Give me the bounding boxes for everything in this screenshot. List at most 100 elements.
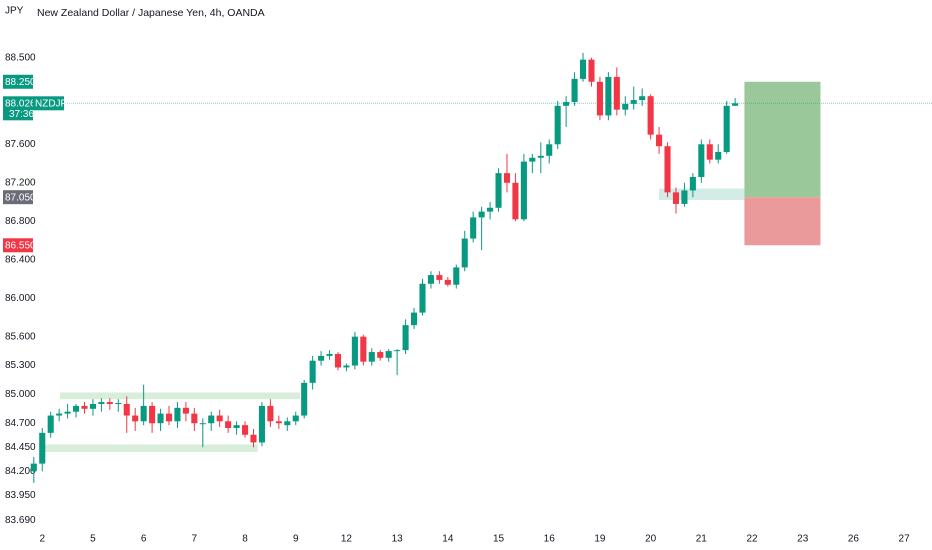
- candle-body: [520, 161, 527, 220]
- candle-body: [98, 402, 105, 404]
- target-zone: [744, 81, 821, 198]
- candle-body: [81, 405, 88, 409]
- candle-body: [123, 403, 130, 416]
- candle-body: [419, 283, 426, 313]
- candle-body: [427, 275, 434, 284]
- candle-body: [208, 415, 215, 424]
- candle-body: [622, 103, 629, 110]
- x-tick-label: 21: [696, 534, 708, 545]
- x-tick-label: 14: [442, 534, 454, 545]
- candle-body: [39, 432, 46, 464]
- candle-body: [106, 402, 113, 404]
- candle-body: [233, 425, 240, 429]
- candle-body: [89, 403, 96, 409]
- countdown: 37:36: [9, 109, 34, 120]
- candle-body: [732, 103, 739, 106]
- candle-body: [706, 144, 713, 160]
- currency: JPY: [5, 6, 24, 17]
- candle-body: [681, 190, 688, 204]
- x-tick-label: 19: [594, 534, 606, 545]
- candle-body: [410, 312, 418, 326]
- candle-body: [512, 182, 519, 220]
- candle-body: [301, 382, 308, 416]
- y-tick-label: 83.950: [5, 490, 36, 501]
- y-tick-label: 88.500: [5, 52, 36, 63]
- candle-body: [56, 413, 63, 416]
- candle-body: [267, 405, 274, 422]
- candle-body: [191, 413, 198, 424]
- candle-body: [596, 81, 603, 116]
- candle-body: [225, 421, 232, 429]
- y-tick-label: 86.000: [5, 293, 36, 304]
- candle-body: [723, 105, 730, 152]
- candle-body: [563, 101, 570, 106]
- x-tick-label: 27: [899, 534, 911, 545]
- candle-body: [546, 144, 553, 156]
- x-tick-label: 5: [90, 534, 96, 545]
- candle-body: [284, 421, 291, 426]
- candle-body: [470, 217, 477, 239]
- candle-body: [503, 173, 511, 183]
- candle-body: [453, 267, 460, 285]
- y-tick-label: 84.450: [5, 442, 36, 453]
- zone: [659, 188, 745, 201]
- x-tick-label: 6: [141, 534, 147, 545]
- candle-body: [487, 207, 494, 212]
- candle-body: [385, 351, 392, 358]
- candle-body: [115, 403, 122, 405]
- candle-body: [157, 413, 164, 424]
- candle-body: [250, 434, 257, 443]
- current-price: 88.026: [5, 98, 36, 109]
- candle-body: [64, 411, 71, 414]
- candle-body: [537, 155, 544, 158]
- y-tick-label: 83.690: [5, 515, 36, 526]
- candle-body: [478, 211, 485, 218]
- candle-body: [343, 365, 350, 368]
- candle-body: [30, 463, 37, 472]
- candle-body: [216, 415, 223, 422]
- y-tick-label: 85.600: [5, 331, 36, 342]
- candle-body: [664, 146, 671, 193]
- candle-body: [579, 59, 587, 79]
- candle-body: [275, 421, 282, 424]
- candle-body: [318, 355, 325, 361]
- candle-body: [436, 275, 443, 280]
- y-tick-label: 86.800: [5, 216, 36, 227]
- candle-body: [715, 151, 722, 160]
- y-tick-label: 84.700: [5, 418, 36, 429]
- y-tick-label: 85.300: [5, 360, 36, 371]
- x-tick-label: 13: [392, 534, 404, 545]
- symbol: NZDJPY: [35, 98, 74, 109]
- candle-body: [351, 336, 358, 366]
- x-tick-label: 15: [493, 534, 505, 545]
- candle-body: [174, 407, 181, 422]
- candle-body: [47, 415, 54, 433]
- candle-body: [149, 405, 156, 424]
- candle-body: [672, 192, 680, 204]
- price-label-box: [3, 238, 33, 253]
- y-tick-label: 87.600: [5, 139, 36, 150]
- x-tick-label: 26: [848, 534, 860, 545]
- candle-body: [394, 350, 401, 352]
- x-tick-label: 22: [746, 534, 758, 545]
- x-tick-label: 8: [242, 534, 248, 545]
- candle-body: [360, 336, 367, 362]
- candle-body: [258, 405, 265, 443]
- candle-body: [461, 238, 468, 268]
- candle-body: [656, 134, 663, 147]
- candle-body: [647, 96, 654, 135]
- candle-body: [698, 144, 705, 177]
- candle-body: [292, 415, 299, 422]
- stop-zone: [744, 197, 821, 246]
- candle-body: [613, 76, 620, 110]
- x-tick-label: 20: [645, 534, 657, 545]
- candle-body: [588, 59, 595, 82]
- y-tick-label: 86.400: [5, 254, 36, 265]
- candle-body: [165, 413, 173, 422]
- candle-body: [402, 325, 409, 351]
- candle-body: [639, 96, 646, 101]
- candle-body: [182, 407, 189, 414]
- zone: [44, 444, 258, 453]
- candle-body: [368, 352, 375, 362]
